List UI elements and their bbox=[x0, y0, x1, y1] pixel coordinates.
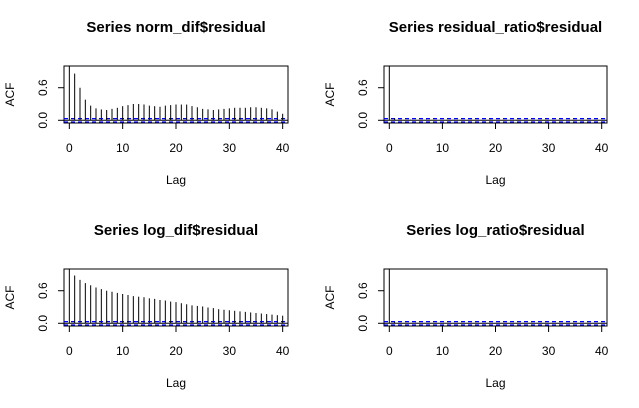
x-tick-label: 40 bbox=[276, 344, 290, 358]
plot-frame bbox=[383, 65, 608, 124]
x-tick-label: 10 bbox=[436, 344, 450, 358]
x-axis-label: Lag bbox=[485, 173, 505, 187]
y-tick-label: 0.6 bbox=[356, 79, 370, 96]
acf-panel-2: Series residual_ratio$residual 0 10 20 30 40 0… bbox=[323, 19, 609, 187]
x-tick-label: 40 bbox=[595, 344, 609, 358]
x-tick-label: 0 bbox=[66, 141, 73, 155]
y-tick-label: 0.0 bbox=[36, 112, 50, 129]
x-tick-label: 10 bbox=[116, 344, 130, 358]
x-axis-label: Lag bbox=[166, 376, 186, 390]
x-tick-label: 20 bbox=[169, 141, 183, 155]
x-tick-label: 10 bbox=[116, 141, 130, 155]
y-axis-label: ACF bbox=[323, 286, 337, 310]
x-tick-label: 30 bbox=[542, 344, 556, 358]
x-tick-label: 0 bbox=[66, 344, 73, 358]
y-tick-label: 0.0 bbox=[36, 315, 50, 332]
x-tick-label: 0 bbox=[386, 344, 393, 358]
y-tick-label: 0.0 bbox=[356, 112, 370, 129]
y-tick-label: 0.0 bbox=[356, 315, 370, 332]
y-tick-label: 0.6 bbox=[36, 282, 50, 299]
panel-title: Series log_dif$residual bbox=[94, 222, 258, 239]
x-tick-label: 30 bbox=[223, 141, 237, 155]
y-axis-label: ACF bbox=[3, 286, 17, 310]
y-axis-label: ACF bbox=[323, 83, 337, 107]
plot-frame bbox=[383, 268, 608, 327]
y-axis-label: ACF bbox=[3, 83, 17, 107]
y-tick-label: 0.6 bbox=[356, 282, 370, 299]
x-axis-label: Lag bbox=[166, 173, 186, 187]
x-tick-label: 30 bbox=[542, 141, 556, 155]
acf-panel-3: Series log_dif$residual 0 10 20 30 40 0.0 0.6 La… bbox=[3, 222, 290, 390]
x-tick-label: 10 bbox=[436, 141, 450, 155]
panel-title: Series norm_dif$residual bbox=[86, 19, 265, 36]
acf-panel-1: Series norm_dif$residual 0 10 20 30 40 0.0 0.6 L… bbox=[3, 19, 290, 187]
x-tick-label: 40 bbox=[276, 141, 290, 155]
acf-panel-4: Series log_ratio$residual 0 10 20 30 40 0.0 0.6… bbox=[323, 222, 609, 390]
x-tick-label: 20 bbox=[489, 141, 503, 155]
x-tick-label: 30 bbox=[223, 344, 237, 358]
x-tick-label: 20 bbox=[489, 344, 503, 358]
x-tick-label: 40 bbox=[595, 141, 609, 155]
panel-title: Series residual_ratio$residual bbox=[389, 19, 602, 36]
x-axis-label: Lag bbox=[485, 376, 505, 390]
x-tick-label: 0 bbox=[386, 141, 393, 155]
x-tick-label: 20 bbox=[169, 344, 183, 358]
y-tick-label: 0.6 bbox=[36, 79, 50, 96]
panel-title: Series log_ratio$residual bbox=[406, 222, 584, 239]
